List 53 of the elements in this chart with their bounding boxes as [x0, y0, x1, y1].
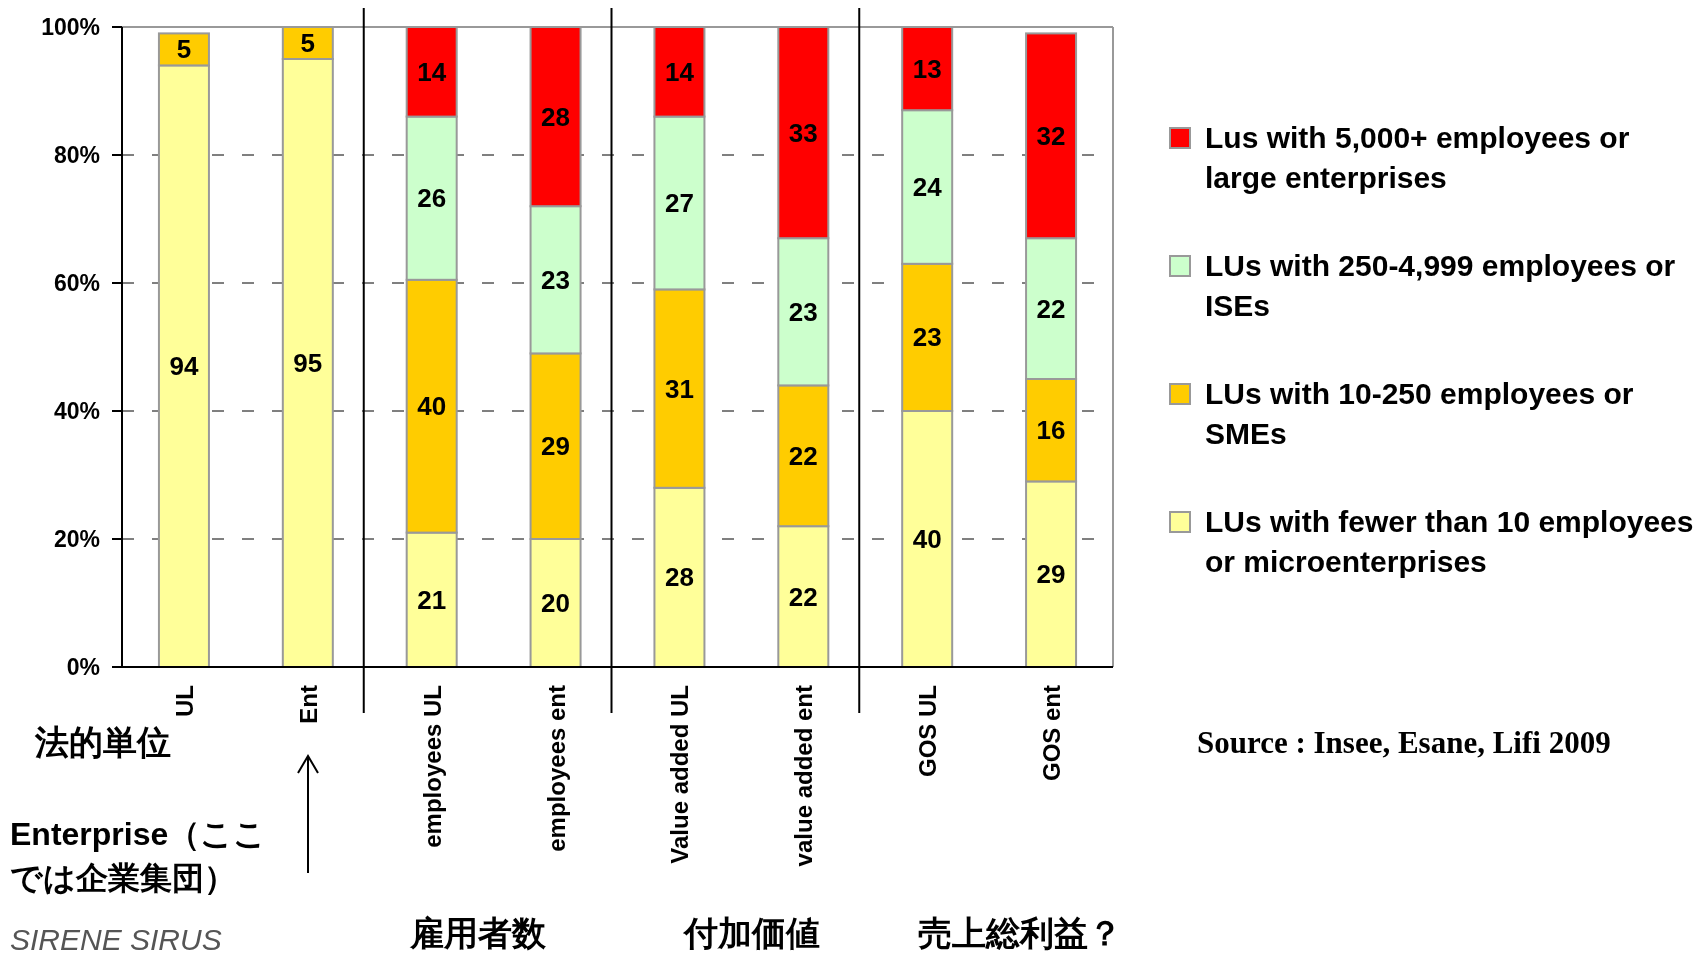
data-label: 32	[1036, 120, 1066, 151]
data-label: 24	[912, 172, 943, 202]
data-label: 5	[176, 34, 192, 65]
legend-label: LUs with 250-4,999 employees or ISEs	[1205, 249, 1676, 322]
x-tick-label: employees UL	[418, 685, 446, 848]
y-tick-label: 20%	[53, 526, 100, 552]
data-label: 22	[788, 440, 818, 471]
data-label: 23	[788, 296, 818, 327]
y-tick-label: 60%	[53, 270, 100, 296]
data-label: 29	[1036, 559, 1066, 590]
data-label: 26	[417, 183, 447, 214]
data-label: 22	[788, 581, 818, 612]
data-label: 23	[541, 264, 571, 295]
data-label: 40	[912, 524, 942, 554]
data-label: 5	[300, 28, 316, 58]
text: 雇用者数	[409, 914, 547, 952]
data-label: 23	[912, 322, 942, 353]
text: SIRENE SIRUS	[10, 923, 222, 953]
data-label: 28	[664, 562, 694, 593]
text: 付加価値	[682, 914, 820, 952]
x-tick-label: UL	[170, 685, 198, 717]
data-label: 94	[169, 351, 199, 382]
data-label: 13	[912, 53, 942, 84]
x-tick-label: Value added UL	[666, 685, 694, 864]
x-tick-label: Ent	[294, 685, 322, 724]
data-label: 14	[417, 56, 447, 87]
legend-label: Lus with 5,000+ employees or large enterprises	[1205, 121, 1630, 194]
x-tick-label: value added ent	[790, 685, 818, 867]
data-label: 22	[1036, 293, 1066, 324]
y-tick-label: 40%	[53, 398, 100, 424]
y-tick-label: 80%	[53, 142, 100, 168]
data-label: 20	[541, 588, 571, 618]
data-label: 21	[417, 584, 447, 615]
data-label: 31	[664, 373, 694, 404]
text: 売上総利益？	[918, 914, 1122, 952]
text: 法的単位	[34, 723, 171, 761]
source-note: Source : Insee, Esane, Lifi 2009	[1197, 725, 1611, 760]
legend-label: LUs with 10-250 employees or SMEs	[1205, 377, 1634, 450]
data-label: 14	[664, 56, 695, 87]
text: Enterprise（ここでは企業集団）	[10, 816, 267, 896]
data-label: 28	[541, 101, 571, 132]
y-tick-label: 0%	[66, 654, 100, 680]
data-label: 27	[664, 188, 694, 218]
x-tick-label: GOS UL	[914, 685, 942, 778]
data-label: 95	[293, 348, 323, 378]
data-label: 40	[417, 391, 447, 422]
x-tick-label: employees ent	[542, 684, 570, 852]
y-tick-label: 100%	[41, 14, 100, 40]
data-label: 33	[788, 117, 818, 148]
legend-label: LUs with fewer than 10 employees or microenterprises	[1205, 505, 1694, 578]
data-label: 29	[541, 431, 571, 462]
data-label: 16	[1036, 415, 1066, 446]
x-tick-label: GOS ent	[1038, 685, 1066, 782]
